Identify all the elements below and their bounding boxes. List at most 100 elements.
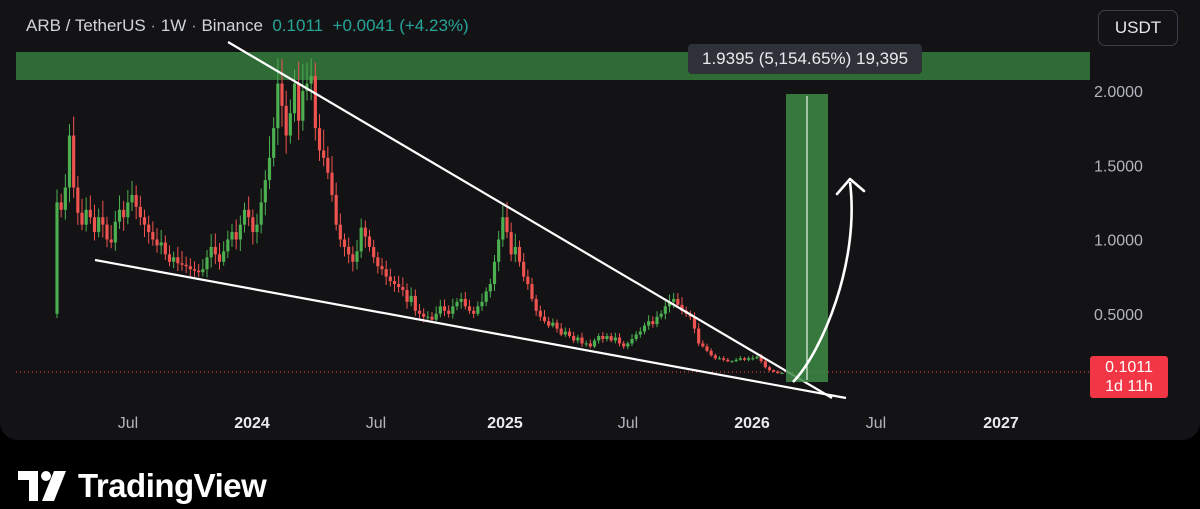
- candle-body: [667, 301, 672, 307]
- candle-body: [288, 113, 292, 136]
- candle-body: [576, 337, 580, 341]
- candle-body: [413, 295, 417, 311]
- price-badge: 0.1011 1d 11h: [1090, 356, 1168, 398]
- candle-body: [526, 276, 530, 285]
- x-tick-label: 2027: [983, 415, 1019, 432]
- drawings[interactable]: [94, 41, 866, 400]
- candle-body: [480, 301, 484, 307]
- candle-body: [767, 367, 772, 371]
- candle-body: [122, 209, 126, 218]
- candle-body: [422, 313, 426, 317]
- candle-body: [272, 128, 276, 158]
- candle-body: [472, 310, 476, 314]
- currency-button[interactable]: USDT: [1098, 10, 1178, 46]
- candle-body: [409, 295, 413, 302]
- candle-body: [567, 331, 572, 337]
- candle-body: [322, 150, 326, 158]
- candle-body: [505, 217, 509, 233]
- candle-body: [563, 331, 567, 335]
- candle-body: [392, 281, 397, 285]
- candle-body: [405, 289, 409, 302]
- candle-body: [159, 242, 163, 246]
- candle-body: [517, 246, 522, 262]
- candle-body: [630, 338, 634, 344]
- candle-body: [430, 316, 434, 320]
- price-change-percent: (+4.23%): [399, 16, 469, 35]
- candle-body: [209, 246, 213, 258]
- candle-body: [76, 187, 80, 213]
- candle-body: [84, 209, 88, 225]
- candle-body: [276, 83, 280, 129]
- candle-body: [213, 246, 217, 255]
- candle-body: [451, 306, 455, 314]
- candle-body: [372, 246, 376, 258]
- candle-body: [188, 266, 192, 270]
- candle-body: [230, 232, 234, 240]
- candle-body: [317, 128, 322, 151]
- projection-arrow[interactable]: [792, 181, 853, 383]
- candle-body: [72, 135, 76, 188]
- candle-body: [663, 306, 667, 314]
- header-separator: ·: [191, 16, 197, 35]
- y-tick-label: 1.5000: [1094, 158, 1143, 175]
- candle-body: [572, 336, 576, 341]
- candle-body: [242, 209, 247, 225]
- candle-body: [538, 310, 542, 317]
- candle-body: [176, 257, 180, 264]
- candle-body: [705, 346, 709, 351]
- candle-body: [201, 269, 205, 273]
- candle-body: [351, 254, 355, 262]
- candle-body: [609, 336, 613, 341]
- upper-trendline[interactable]: [227, 41, 833, 399]
- candle-body: [255, 224, 259, 233]
- candle-body: [363, 227, 367, 237]
- price-badge-countdown: 1d 11h: [1105, 378, 1153, 395]
- candle-body: [697, 328, 701, 344]
- tradingview-brand[interactable]: TradingView: [18, 466, 267, 506]
- candle-body: [638, 331, 642, 335]
- x-tick-label: Jul: [118, 415, 138, 432]
- candle-body: [559, 328, 563, 335]
- candle-body: [222, 251, 226, 262]
- tradingview-logo-icon: [18, 471, 66, 501]
- target-zone: [16, 52, 1090, 80]
- candle-body: [309, 76, 313, 84]
- x-tick-label: Jul: [366, 415, 386, 432]
- candle-body: [584, 343, 588, 345]
- candle-body: [701, 343, 705, 347]
- candle-body: [509, 232, 513, 255]
- candle-body: [172, 257, 176, 262]
- candle-body: [63, 187, 67, 210]
- candle-body: [442, 306, 447, 311]
- candle-body: [613, 337, 617, 341]
- candle-body: [130, 194, 134, 203]
- candle-body: [751, 358, 755, 360]
- candle-body: [234, 232, 238, 240]
- symbol-name[interactable]: ARB / TetherUS: [26, 16, 146, 35]
- candle-body: [709, 350, 713, 356]
- y-axis: 0.5000 1.0000 1.5000 2.0000: [1094, 84, 1143, 324]
- x-tick-label: Jul: [866, 415, 886, 432]
- candle-body: [467, 306, 472, 311]
- candle-body: [601, 336, 605, 339]
- candle-body: [88, 209, 92, 218]
- interval-label[interactable]: 1W: [160, 16, 187, 35]
- lower-trendline[interactable]: [94, 258, 847, 400]
- candle-body: [217, 254, 222, 262]
- candle-body: [530, 284, 534, 299]
- candle-body: [280, 83, 284, 106]
- candle-body: [717, 358, 722, 360]
- chart-panel[interactable]: 0.5000 1.0000 1.5000 2.0000 Jul 2024 Jul 2025 J…: [0, 0, 1200, 440]
- y-tick-label: 2.0000: [1094, 84, 1143, 101]
- candle-body: [597, 336, 601, 341]
- candle-body: [780, 372, 784, 374]
- candle-body: [484, 291, 488, 302]
- candle-body: [547, 321, 551, 326]
- candle-body: [376, 257, 380, 267]
- candle-body: [113, 221, 117, 243]
- candle-body: [101, 217, 105, 225]
- candle-body: [397, 284, 401, 288]
- candle-body: [747, 358, 751, 360]
- candle-body: [197, 270, 201, 273]
